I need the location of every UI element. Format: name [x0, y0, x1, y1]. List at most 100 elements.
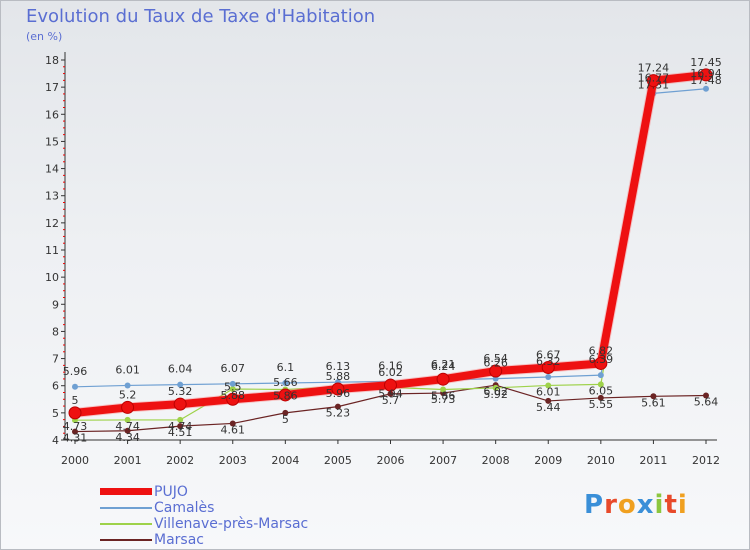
y-tick-label: 10: [45, 271, 59, 284]
legend-swatch-pujo: [100, 488, 152, 495]
data-label: 5.86: [273, 390, 298, 403]
y-tick-label: 12: [45, 217, 59, 230]
data-label: 4.73: [63, 420, 88, 433]
legend-label-villenave: Villenave-près-Marsac: [154, 516, 309, 532]
data-point: [68, 406, 82, 420]
y-tick-label: 4: [52, 434, 59, 447]
data-label: 4.31: [63, 432, 88, 445]
x-tick-label: 2010: [587, 454, 615, 467]
data-labels-layer: 5 5.2 5.32 5.5 5.66 5.88 6.02 6.24 6.54 6.67 6.82 1…: [63, 56, 722, 445]
y-tick-label: 16: [45, 108, 59, 121]
data-label: 6.1: [277, 361, 295, 374]
data-label: 6.13: [326, 360, 351, 373]
data-label: 4.61: [221, 423, 246, 436]
x-tick-label: 2001: [114, 454, 142, 467]
data-point: [72, 383, 78, 390]
data-point: [440, 386, 447, 393]
data-label: 5.7: [382, 394, 400, 407]
data-point: [489, 364, 503, 378]
x-tick-label: 2000: [61, 454, 89, 467]
data-label: 6.02: [483, 385, 508, 398]
data-point: [229, 385, 236, 392]
x-tick-label: 2002: [166, 454, 194, 467]
data-point: [124, 427, 131, 434]
data-label: 17.45: [690, 56, 722, 69]
series-layer: [68, 68, 713, 435]
data-point: [177, 381, 184, 388]
chart-subtitle: (en %): [26, 30, 63, 43]
data-point: [545, 397, 552, 404]
data-label: 6.67: [536, 349, 561, 362]
data-point: [597, 394, 604, 401]
data-label: 5.32: [168, 385, 193, 398]
data-point: [229, 420, 236, 427]
data-point: [545, 374, 552, 381]
data-point: [703, 85, 709, 92]
x-tick-label: 2003: [219, 454, 247, 467]
data-point: [492, 384, 499, 391]
data-point: [278, 388, 292, 402]
data-label: 5.66: [273, 376, 298, 389]
data-label: 6.02: [378, 366, 403, 379]
data-point: [124, 382, 131, 389]
data-point: [173, 397, 187, 411]
data-label: 4.74: [115, 420, 140, 433]
data-point: [703, 392, 709, 399]
data-point: [387, 390, 394, 397]
x-tick-label: 2006: [377, 454, 405, 467]
data-label: 5.64: [694, 395, 719, 408]
data-label: 16.77: [638, 71, 670, 84]
data-label: 6.54: [483, 352, 508, 365]
y-tick-label: 8: [52, 325, 59, 338]
data-point: [177, 416, 184, 423]
data-label: 5.96: [63, 365, 88, 378]
y-tick-label: 13: [45, 190, 59, 203]
data-label: 6.07: [221, 362, 246, 375]
data-label: 5.61: [641, 396, 666, 409]
legend-swatch-marsac: [100, 539, 152, 541]
x-tick-label: 2008: [482, 454, 510, 467]
data-label: 17.31: [638, 79, 670, 92]
x-tick-label: 2011: [639, 454, 667, 467]
y-tick-label: 5: [52, 407, 59, 420]
x-tick-label: 2004: [271, 454, 299, 467]
data-point: [597, 372, 604, 379]
data-label: 6.01: [536, 385, 561, 398]
chart-title: Evolution du Taux de Taxe d'Habitation: [26, 6, 376, 27]
data-label: 5.92: [483, 388, 508, 401]
data-label: 17.48: [690, 74, 722, 87]
data-label: 5.55: [589, 398, 614, 411]
data-label: 6.05: [589, 384, 614, 397]
x-tick-label: 2005: [324, 454, 352, 467]
y-tick-label: 17: [45, 81, 59, 94]
legend-label-marsac: Marsac: [154, 532, 204, 548]
data-label: 5.86: [431, 390, 456, 403]
legend-swatch-villenave: [100, 523, 152, 525]
data-label: 16.94: [690, 67, 722, 80]
data-label: 4.34: [115, 431, 140, 444]
legend-label-camales: Camalès: [154, 500, 215, 516]
data-point: [545, 382, 552, 389]
data-label: 6.39: [589, 353, 614, 366]
data-point: [229, 380, 236, 387]
data-point: [699, 68, 713, 82]
data-label: 6.82: [589, 344, 614, 357]
y-tick-label: 14: [45, 163, 59, 176]
data-label: 5.88: [326, 370, 351, 383]
data-point: [282, 380, 289, 386]
y-tick-label: 11: [45, 244, 59, 257]
data-label: 5.44: [536, 401, 561, 414]
data-label: 17.24: [638, 62, 670, 75]
data-point: [650, 393, 657, 400]
data-label: 5.5: [224, 380, 242, 393]
x-tick-label: 2009: [534, 454, 562, 467]
data-label: 6.24: [431, 360, 456, 373]
legend-label-pujo: PUJO: [154, 484, 188, 500]
data-label: 5.96: [326, 387, 351, 400]
data-label: 5: [72, 394, 79, 407]
data-point: [594, 356, 608, 370]
data-point: [282, 409, 289, 416]
